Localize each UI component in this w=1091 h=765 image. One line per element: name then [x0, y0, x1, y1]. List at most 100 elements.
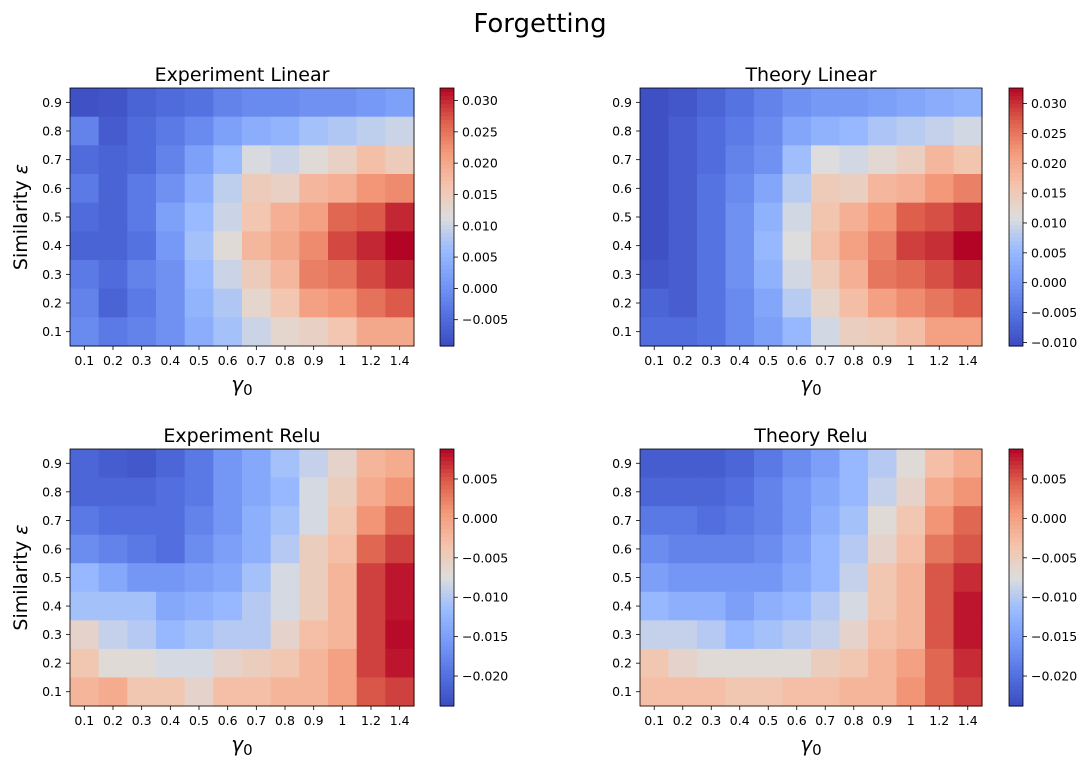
heatmap-cell: [782, 477, 812, 507]
colorbar-segment: [1009, 285, 1023, 291]
heatmap-cell: [98, 116, 128, 146]
colorbar-segment: [440, 637, 454, 643]
colorbar-segment: [440, 333, 454, 339]
heatmap-cell: [299, 620, 329, 650]
heatmap-cell: [811, 174, 841, 204]
x-tick-label: 0.4: [160, 353, 180, 368]
colorbar-segment: [1009, 605, 1023, 611]
colorbar-segment: [1009, 180, 1023, 186]
colorbar-segment: [440, 461, 454, 466]
heatmap-cell: [782, 534, 812, 564]
colorbar-segment: [440, 233, 454, 238]
colorbar-segment: [1009, 653, 1023, 659]
heatmap-cell: [640, 116, 670, 146]
colorbar-segment: [440, 305, 454, 311]
heatmap-cell: [270, 88, 300, 118]
heatmap-cell: [156, 145, 186, 175]
heatmap-cell: [242, 449, 272, 479]
heatmap-cell: [953, 534, 983, 564]
heatmap-cell: [868, 648, 898, 679]
y-tick-label: 0.7: [42, 513, 62, 528]
heatmap-cell: [184, 174, 214, 204]
x-tick-label: 0.6: [787, 713, 807, 728]
colorbar-segment: [1009, 629, 1023, 635]
x-tick-label: 1.2: [361, 353, 381, 368]
colorbar-segment: [1009, 581, 1023, 587]
heatmap-cell: [70, 231, 100, 261]
heatmap-cell: [270, 116, 300, 146]
heatmap-cell: [356, 202, 386, 232]
colorbar-segment: [440, 485, 454, 490]
heatmap-cell: [242, 506, 272, 536]
heatmap-cell: [299, 317, 329, 347]
colorbar-segment: [440, 156, 454, 162]
x-tick-label: 0.2: [103, 353, 123, 368]
colorbar-segment: [440, 533, 454, 538]
colorbar-segment: [440, 557, 454, 563]
colorbar-segment: [1009, 168, 1023, 174]
heatmap-cell: [328, 116, 358, 146]
heatmap-cell: [98, 591, 128, 621]
colorbar-tick-label: 0.020: [462, 156, 498, 171]
heatmap-cell: [896, 145, 926, 175]
heatmap-cell: [127, 677, 157, 707]
heatmap-cell: [668, 231, 698, 261]
colorbar-segment: [440, 140, 454, 146]
colorbar-segment: [1009, 241, 1023, 246]
heatmap-cell: [356, 534, 386, 564]
colorbar-segment: [440, 124, 454, 129]
heatmap-cell: [299, 449, 329, 479]
heatmap-cell: [868, 260, 898, 290]
colorbar-segment: [1009, 577, 1023, 583]
colorbar-tick-label: −0.010: [1031, 335, 1077, 350]
heatmap-cell: [270, 477, 300, 507]
heatmap-cell: [782, 231, 812, 261]
heatmap-cell: [725, 288, 755, 318]
heatmap-cell: [70, 449, 100, 479]
heatmap-cell: [811, 116, 841, 146]
heatmap-cell: [839, 534, 869, 564]
colorbar-tick-label: 0.030: [1031, 96, 1067, 111]
heatmap-cell: [98, 260, 128, 290]
y-tick-label: 0.8: [42, 124, 62, 139]
heatmap-cell: [811, 477, 841, 507]
heatmap-cell: [925, 477, 955, 507]
heatmap-cell: [782, 174, 812, 204]
heatmap-cell: [811, 88, 841, 118]
heatmap-cell: [868, 449, 898, 479]
colorbar-segment: [1009, 196, 1023, 202]
heatmap-cell: [697, 591, 727, 621]
y-tick-label: 0.6: [612, 541, 632, 556]
heatmap-cell: [270, 677, 300, 707]
heatmap-cell: [213, 260, 243, 290]
y-tick-label: 0.7: [612, 152, 632, 167]
heatmap-cell: [782, 648, 812, 679]
heatmap-cell: [385, 677, 415, 707]
colorbar-segment: [1009, 661, 1023, 667]
heatmap-cell: [896, 88, 926, 118]
heatmap-cell: [896, 260, 926, 290]
colorbar-segment: [1009, 469, 1023, 474]
heatmap-cell: [925, 563, 955, 593]
heatmap-cell: [385, 288, 415, 318]
heatmap-cell: [299, 202, 329, 232]
heatmap-cell: [925, 591, 955, 621]
heatmap-cell: [213, 477, 243, 507]
colorbar-segment: [1009, 148, 1023, 154]
colorbar-segment: [440, 245, 454, 250]
colorbar-segment: [1009, 204, 1023, 210]
x-tick-label: 1: [338, 353, 346, 368]
heatmap-cell: [697, 677, 727, 707]
heatmap-cell: [328, 88, 358, 118]
heatmap-cell: [640, 591, 670, 621]
heatmap-cell: [868, 563, 898, 593]
colorbar-segment: [1009, 200, 1023, 206]
colorbar-segment: [1009, 473, 1023, 478]
colorbar-segment: [440, 477, 454, 482]
heatmap-cell: [896, 449, 926, 479]
heatmap-cell: [725, 563, 755, 593]
heatmap-cell: [754, 563, 784, 593]
heatmap-cell: [811, 591, 841, 621]
x-tick-label: 0.5: [758, 353, 778, 368]
x-tick-label: 1.2: [361, 713, 381, 728]
